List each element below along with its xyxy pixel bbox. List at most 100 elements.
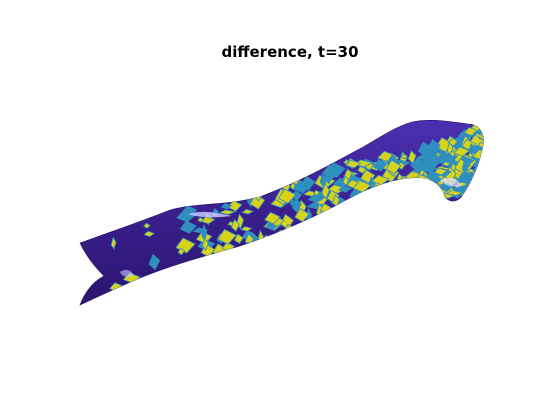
pattern-patch [405,189,424,197]
pattern-patch [388,198,403,208]
pattern-patch [408,203,425,215]
pattern-patch [380,186,395,194]
pattern-patch [419,187,439,201]
pattern-patch [282,234,297,248]
pattern-patch [264,211,281,225]
pattern-patch [412,190,420,204]
pattern-patch [371,211,393,218]
pattern-patch [427,139,441,155]
pattern-patch [352,208,361,220]
pattern-patch [479,127,484,133]
pattern-patch [349,202,369,217]
pattern-patch [415,177,427,186]
figure-title: difference, t=30 [221,43,359,61]
pattern-patch [380,188,394,199]
pattern-patch [409,197,416,205]
pattern-patch [319,211,339,218]
pattern-patch [429,188,440,202]
pattern-patch [470,182,478,191]
pattern-patch [376,205,383,222]
pattern-patch [328,206,350,214]
pattern-patch [414,190,430,204]
pattern-patch [331,215,339,227]
pattern-patch [400,189,421,196]
pattern-patch [327,209,334,223]
pattern-patch [218,209,237,215]
pattern-patch [378,189,394,198]
pattern-patch [334,218,347,226]
pattern-patch [413,190,420,207]
pattern-patch [377,194,384,200]
pattern-patch [408,180,429,188]
pattern-patch [402,197,422,213]
pattern-patch [388,205,409,213]
pattern-patch [382,199,398,212]
pattern-patch [421,179,436,196]
pattern-patch [365,204,375,210]
pattern-patch [371,191,380,207]
pattern-patch [384,208,393,216]
pattern-patch [463,126,479,137]
pattern-patch [220,255,229,263]
pattern-patch [179,220,197,234]
pattern-patch [377,189,395,199]
pattern-patch [425,154,445,164]
pattern-patch [446,141,454,156]
pattern-patch [479,152,484,164]
pattern-patch [399,188,411,203]
pattern-patch [390,188,409,201]
pattern-patch [201,237,209,251]
pattern-patch [355,194,377,208]
pattern-patch [362,195,381,203]
pattern-patch [393,195,403,208]
pattern-patch [388,201,410,208]
pattern-patch [409,191,429,199]
pattern-patch [398,186,419,192]
pattern-patch [378,185,394,191]
pattern-patch [347,204,356,222]
pattern-patch [233,233,244,244]
pattern-patch [192,227,209,234]
pattern-patch [80,265,95,274]
pattern-patch [453,146,470,157]
surface-highlights [120,178,462,277]
pattern-patch [310,221,325,227]
pattern-patch [400,153,409,160]
pattern-patch [461,157,469,176]
pattern-patch [300,175,316,191]
pattern-patch [386,207,405,216]
pattern-patch [464,185,484,192]
pattern-patch [321,182,330,200]
pattern-patch [392,206,401,217]
pattern-patch [388,189,400,201]
pattern-patch [406,182,426,200]
pattern-patch [404,186,414,202]
pattern-patch [406,180,417,195]
pattern-patch [181,205,198,217]
pattern-patch [177,247,186,256]
pattern-patch [380,203,391,215]
pattern-patch [230,219,240,232]
pattern-patch [419,201,429,210]
pattern-patch [397,196,409,209]
pattern-patch [381,206,402,220]
pattern-patch [442,161,452,167]
pattern-patch [385,193,403,204]
pattern-patch [307,194,326,203]
pattern-patch [308,218,326,232]
pattern-patch [216,228,237,245]
pattern-patch [110,236,117,250]
pattern-patch [383,194,404,202]
pattern-patch [372,193,382,202]
pattern-patch [436,188,443,205]
pattern-patch [390,188,404,205]
pattern-patch [378,198,393,209]
pattern-patch [468,142,476,156]
pattern-patch [325,162,346,178]
pattern-patch [473,169,484,181]
pattern-patch [408,186,425,198]
pattern-patch [263,240,283,247]
pattern-patch [407,187,423,203]
